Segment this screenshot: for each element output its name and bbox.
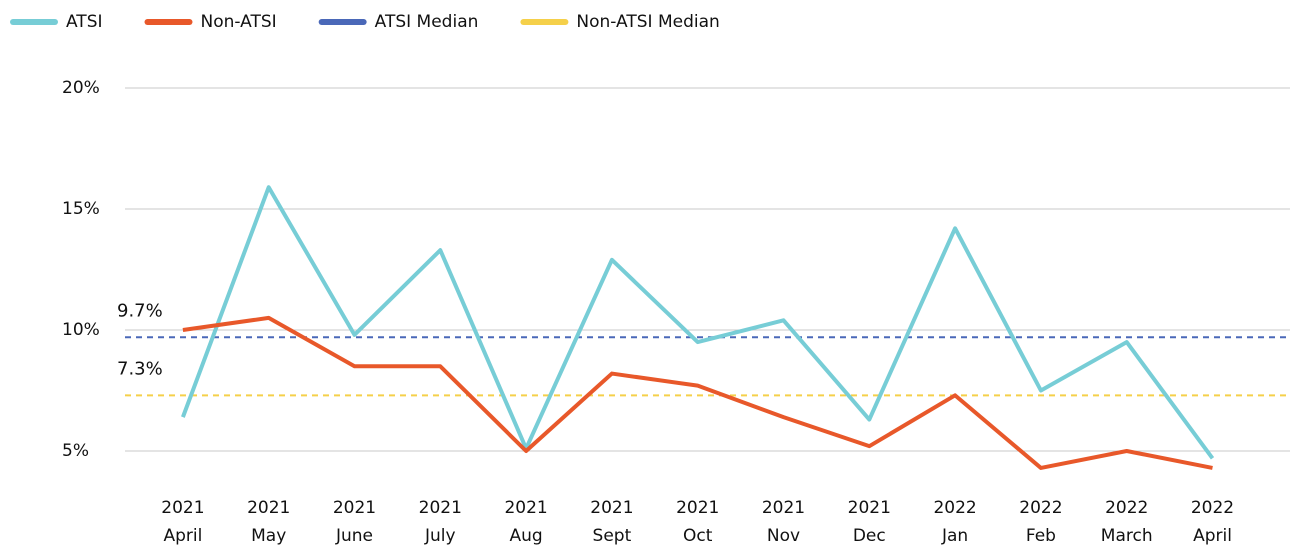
- line-series: [181, 185, 1215, 460]
- x-tick-label: 2022 Jan: [933, 498, 976, 546]
- x-tick-label: 2022 Feb: [1019, 498, 1062, 546]
- x-tick-label: 2021 Dec: [848, 498, 891, 546]
- x-tick-label: 2021 Aug: [504, 498, 547, 546]
- legend-label: ATSI: [66, 12, 103, 32]
- x-tick-label: 2022 April: [1191, 498, 1234, 546]
- legend-label: Non-ATSI: [201, 12, 277, 32]
- y-tick-label: 5%: [62, 441, 89, 461]
- x-tick-label: 2021 May: [247, 498, 290, 546]
- legend-label: Non-ATSI Median: [576, 12, 719, 32]
- x-tick-label: 2021 Oct: [676, 498, 719, 546]
- x-tick-label: 2021 June: [333, 498, 376, 546]
- median-label: 7.3%: [117, 358, 163, 379]
- y-tick-label: 15%: [62, 199, 100, 219]
- y-tick-label: 20%: [62, 78, 100, 98]
- x-tick-label: 2022 March: [1101, 498, 1153, 546]
- x-tick-label: 2021 July: [419, 498, 462, 546]
- x-tick-label: 2021 Nov: [762, 498, 805, 546]
- line-series: [182, 315, 1213, 470]
- median-label: 9.7%: [117, 300, 163, 321]
- legend-label: ATSI Median: [375, 12, 479, 32]
- y-tick-label: 10%: [62, 320, 100, 340]
- x-tick-label: 2021 April: [161, 498, 204, 546]
- x-tick-label: 2021 Sept: [590, 498, 633, 546]
